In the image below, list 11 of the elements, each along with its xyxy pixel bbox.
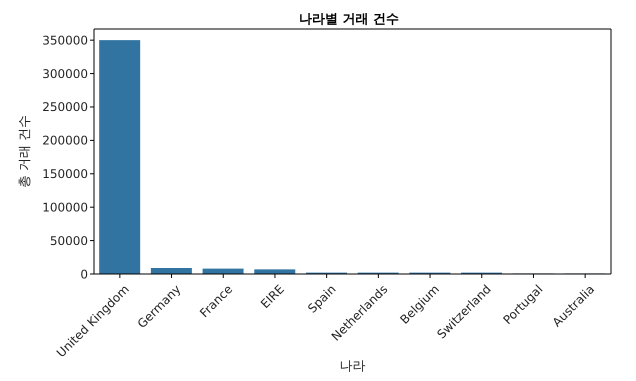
y-tick-label: 350000 <box>42 33 88 48</box>
x-axis-title: 나라 <box>340 359 366 374</box>
y-tick-label: 0 <box>80 267 88 282</box>
y-tick-label: 200000 <box>42 134 88 148</box>
y-tick-label: 150000 <box>42 167 88 182</box>
chart-title: 나라별 거래 건수 <box>298 11 400 28</box>
y-tick-label: 50000 <box>50 234 88 248</box>
y-axis-title: 총 거래 건수 <box>18 114 33 188</box>
y-tick-label: 100000 <box>42 200 88 214</box>
y-tick-label: 300000 <box>42 66 88 81</box>
y-tick-label: 250000 <box>42 100 88 114</box>
